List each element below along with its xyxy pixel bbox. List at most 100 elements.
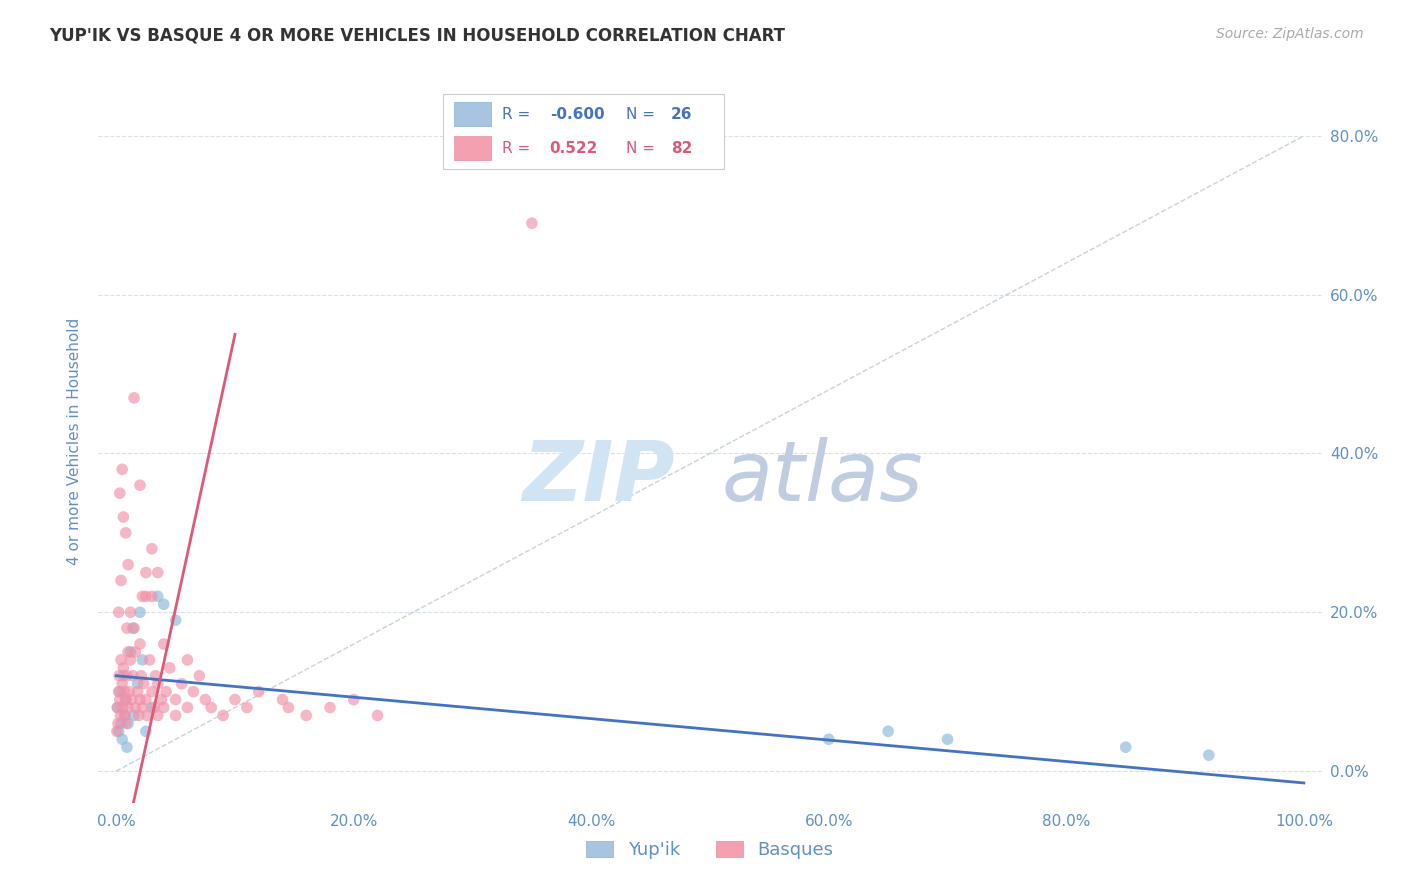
Text: atlas: atlas (721, 437, 924, 517)
Point (366, 708, 388, 723)
Point (111, 676, 134, 690)
Text: 82: 82 (671, 141, 692, 156)
Point (110, 574, 132, 588)
FancyBboxPatch shape (454, 136, 491, 161)
Point (127, 676, 149, 690)
Point (115, 716, 138, 731)
Point (114, 684, 136, 698)
FancyBboxPatch shape (454, 102, 491, 127)
Point (236, 700, 259, 714)
Text: Source: ZipAtlas.com: Source: ZipAtlas.com (1216, 27, 1364, 41)
Point (129, 692, 152, 706)
Point (105, 724, 128, 739)
Point (165, 692, 187, 706)
Text: 0.522: 0.522 (550, 141, 598, 156)
Point (128, 708, 150, 723)
Point (145, 669, 167, 683)
Point (120, 645, 142, 659)
Point (124, 700, 146, 714)
Point (111, 700, 134, 714)
Point (129, 478, 152, 492)
Point (120, 605, 142, 619)
Point (152, 700, 174, 714)
Point (143, 700, 166, 714)
Point (129, 669, 152, 683)
Point (111, 732, 134, 747)
Point (117, 700, 139, 714)
Point (817, 732, 839, 747)
Point (150, 692, 173, 706)
Point (124, 645, 146, 659)
Point (127, 684, 149, 698)
Point (118, 684, 141, 698)
Point (152, 637, 174, 651)
Point (146, 676, 169, 690)
Point (1198, 748, 1220, 763)
Point (135, 692, 157, 706)
Point (107, 716, 129, 731)
Point (122, 708, 145, 723)
Y-axis label: 4 or more Vehicles in Household: 4 or more Vehicles in Household (67, 318, 83, 566)
Point (146, 708, 169, 723)
Point (188, 669, 211, 683)
Point (165, 708, 187, 723)
Point (114, 692, 136, 706)
Point (277, 700, 299, 714)
Point (129, 605, 152, 619)
Point (194, 692, 217, 706)
Point (146, 590, 169, 604)
Point (152, 597, 174, 611)
Point (131, 590, 153, 604)
Point (1115, 740, 1137, 755)
Point (114, 525, 136, 540)
Legend: Yup'ik, Basques: Yup'ik, Basques (579, 833, 841, 866)
Point (107, 684, 129, 698)
Point (112, 661, 135, 675)
Text: R =: R = (502, 107, 536, 121)
Point (141, 700, 163, 714)
Text: -0.600: -0.600 (550, 107, 605, 121)
Point (212, 708, 235, 723)
Point (129, 637, 152, 651)
Point (114, 708, 136, 723)
Point (155, 684, 177, 698)
Point (115, 669, 138, 683)
Text: N =: N = (626, 107, 659, 121)
Point (117, 645, 139, 659)
Point (122, 391, 145, 405)
Point (136, 708, 159, 723)
Point (107, 700, 129, 714)
Point (107, 605, 129, 619)
Point (110, 708, 132, 723)
Point (117, 716, 139, 731)
Point (936, 732, 959, 747)
Point (135, 566, 157, 580)
Point (141, 684, 163, 698)
Point (200, 700, 222, 714)
Point (224, 692, 246, 706)
Point (110, 716, 132, 731)
Point (271, 692, 294, 706)
Point (176, 700, 198, 714)
Point (295, 708, 318, 723)
Point (108, 692, 131, 706)
Point (110, 653, 132, 667)
Point (520, 216, 543, 230)
Point (107, 724, 129, 739)
Point (176, 653, 198, 667)
Point (117, 558, 139, 572)
Point (183, 684, 205, 698)
Point (121, 692, 143, 706)
Point (121, 669, 143, 683)
Point (112, 510, 135, 524)
Point (135, 724, 157, 739)
Point (131, 700, 153, 714)
Point (343, 692, 366, 706)
Point (170, 676, 193, 690)
Point (112, 669, 135, 683)
Point (122, 621, 145, 635)
Point (159, 661, 181, 675)
Point (135, 590, 157, 604)
Point (111, 462, 134, 476)
Point (108, 486, 131, 500)
